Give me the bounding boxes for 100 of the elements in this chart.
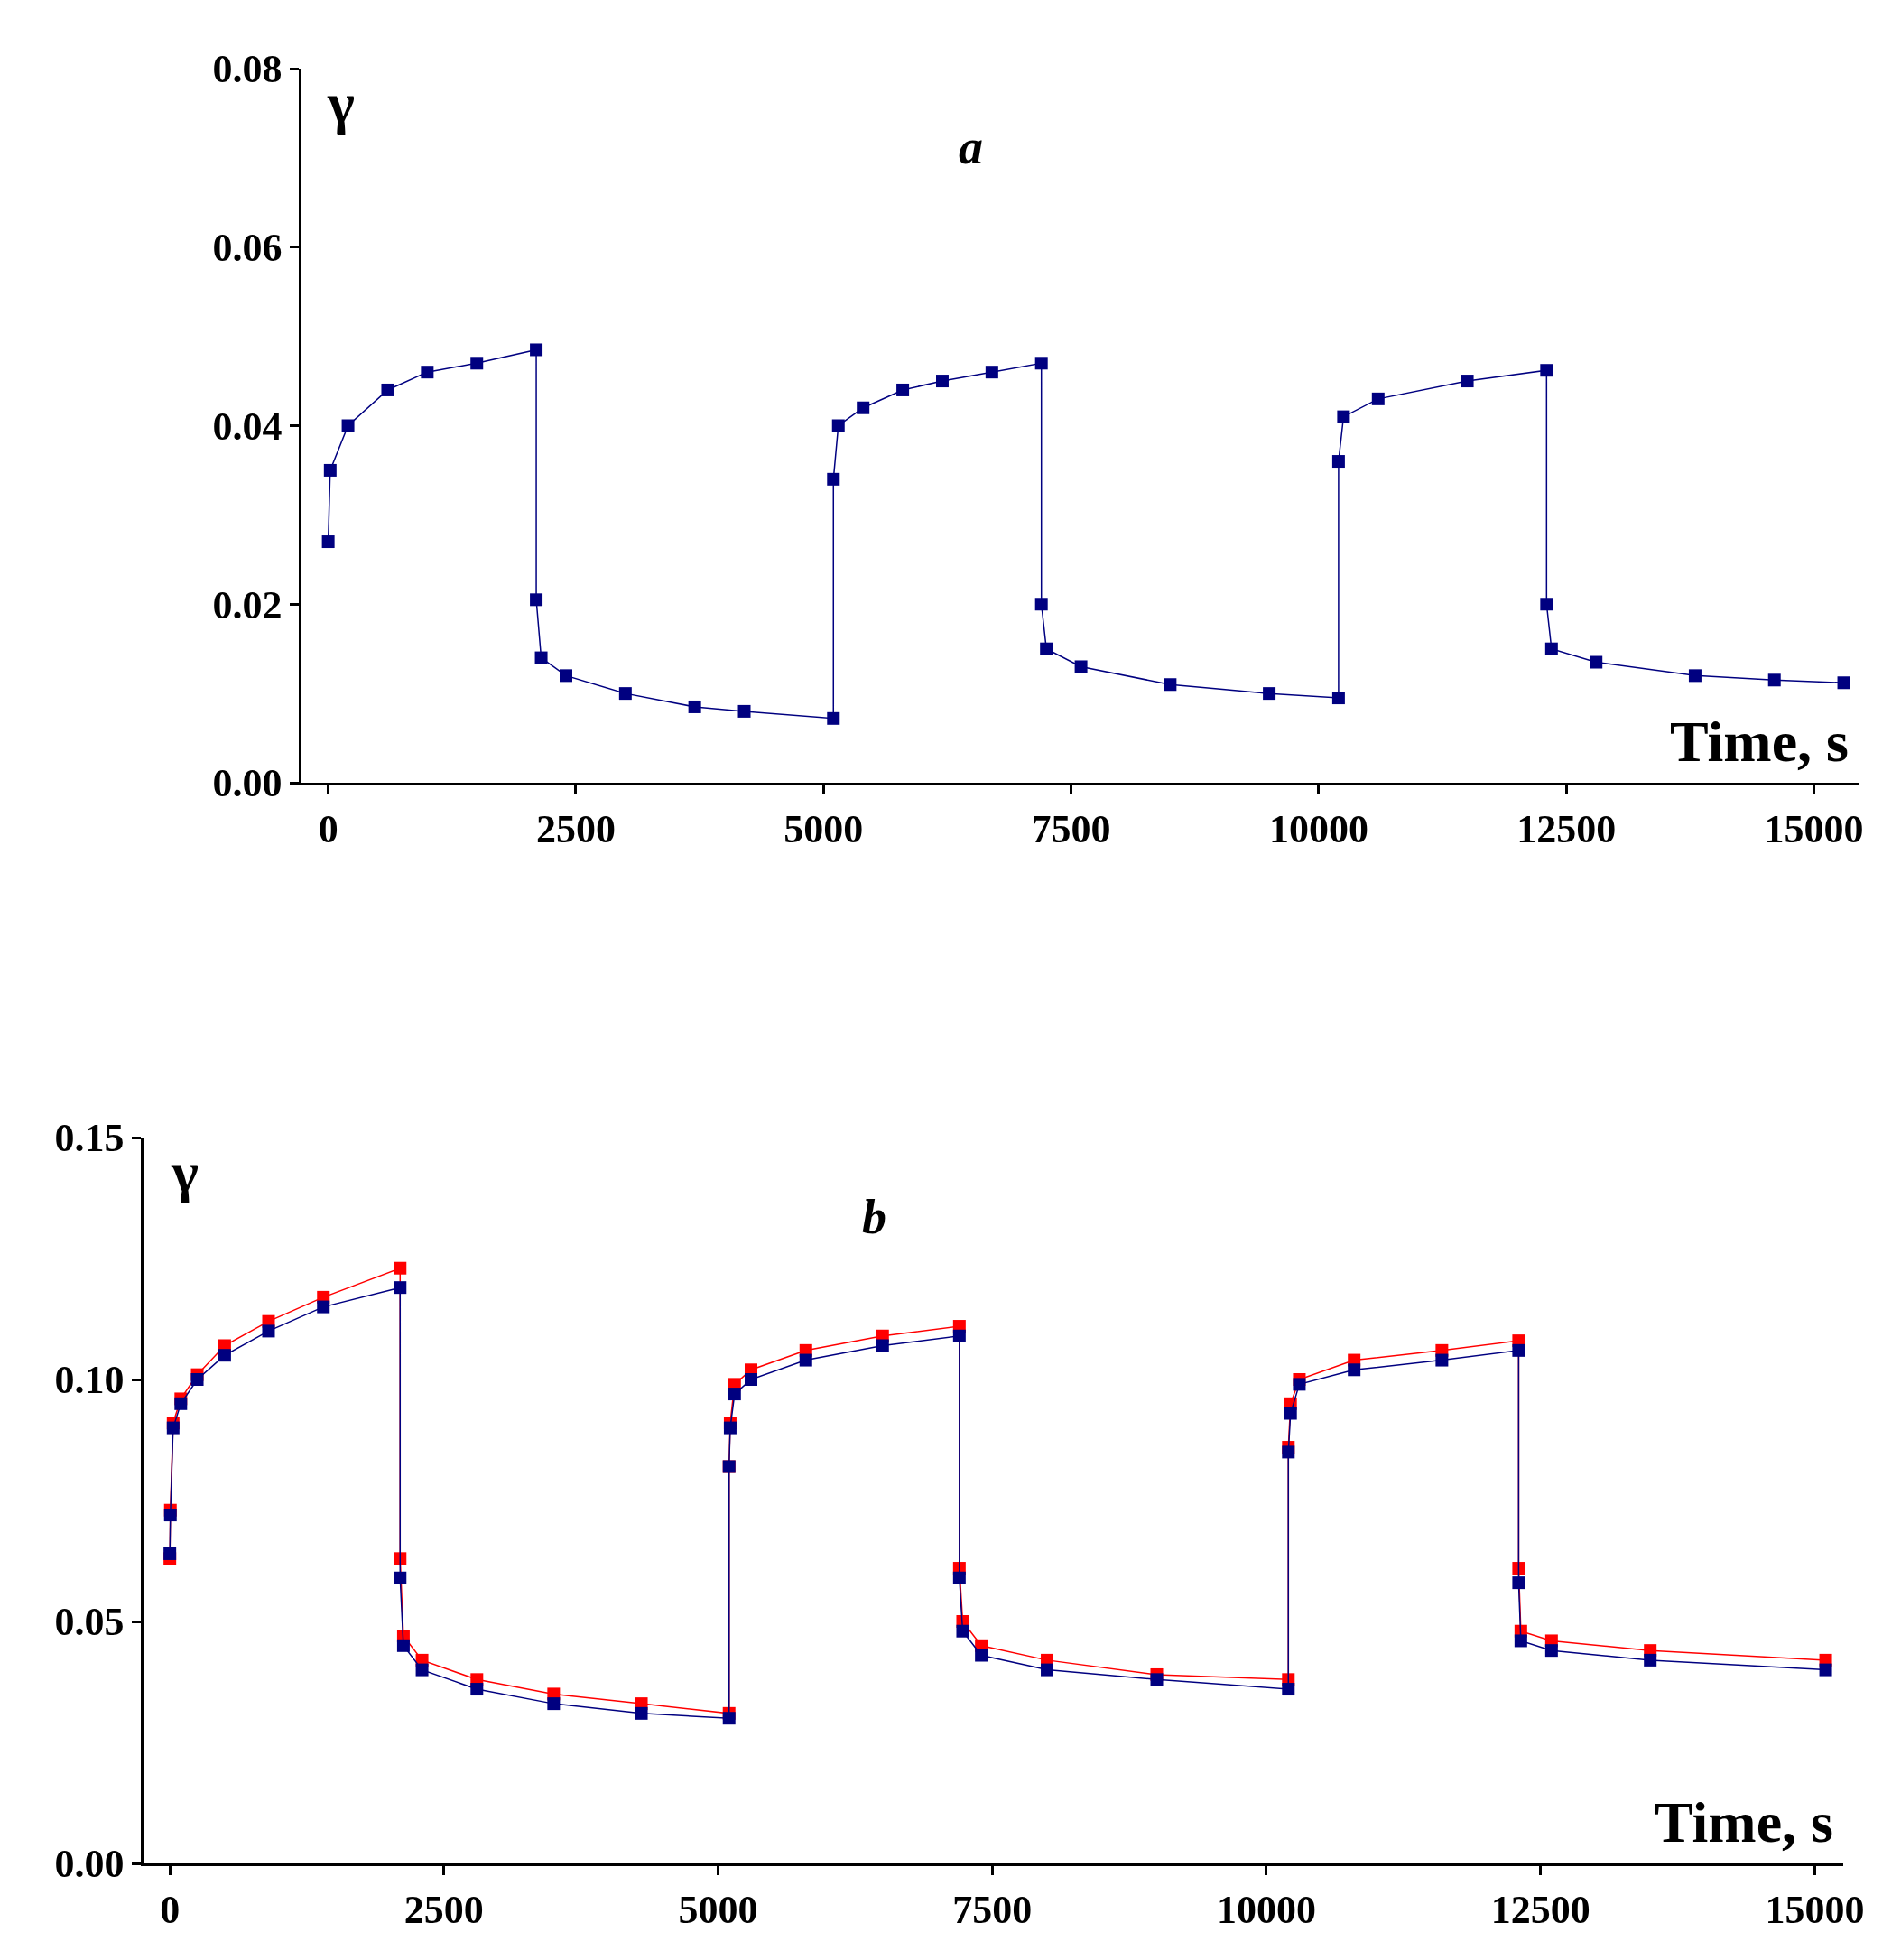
- point: [530, 343, 543, 357]
- x-tick-label: 12500: [1490, 1887, 1590, 1932]
- point: [381, 383, 394, 396]
- point: [547, 1697, 561, 1711]
- point: [534, 651, 548, 664]
- point: [1688, 669, 1702, 683]
- text: b: [862, 1190, 886, 1244]
- x-tick-label: 2500: [535, 806, 616, 851]
- point: [975, 1649, 988, 1662]
- y-tick-label: 0.05: [54, 1600, 125, 1645]
- point: [323, 463, 337, 477]
- point: [317, 1300, 330, 1314]
- point: [1767, 673, 1781, 687]
- point: [831, 419, 845, 432]
- x-tick-label: 12500: [1516, 806, 1617, 851]
- point: [728, 1388, 741, 1401]
- point: [1461, 375, 1474, 388]
- point: [1074, 660, 1088, 673]
- point: [1331, 455, 1345, 469]
- point: [394, 1261, 407, 1275]
- point: [1034, 598, 1048, 611]
- point: [163, 1509, 177, 1522]
- point: [1282, 1445, 1295, 1459]
- point: [876, 1339, 889, 1352]
- y-tick-label: 0.06: [212, 226, 283, 271]
- point: [1435, 1353, 1449, 1367]
- point: [321, 535, 335, 549]
- point: [163, 1547, 177, 1560]
- point: [827, 472, 840, 486]
- point: [1512, 1562, 1525, 1575]
- point: [618, 687, 632, 701]
- x-tick-label: 2500: [403, 1887, 484, 1932]
- point: [1819, 1663, 1832, 1677]
- point: [896, 383, 910, 396]
- point: [470, 357, 484, 370]
- point: [737, 704, 751, 718]
- point: [341, 419, 355, 432]
- point: [1041, 1663, 1054, 1677]
- point: [415, 1663, 429, 1677]
- point: [1540, 598, 1553, 611]
- point: [1284, 1407, 1297, 1420]
- point: [470, 1683, 484, 1696]
- x-tick-label: 0: [160, 1887, 181, 1932]
- point: [396, 1639, 410, 1652]
- point: [1263, 687, 1276, 701]
- point: [394, 1571, 407, 1584]
- point: [857, 401, 870, 414]
- point: [723, 1421, 737, 1435]
- point: [1293, 1378, 1306, 1391]
- x-tick-label: 10000: [1216, 1887, 1316, 1932]
- point: [635, 1706, 648, 1720]
- y-tick-label: 0.10: [54, 1358, 125, 1403]
- x-tick-label: 0: [318, 806, 338, 851]
- point: [1512, 1343, 1525, 1357]
- point: [1837, 676, 1850, 690]
- point: [1337, 410, 1350, 423]
- point: [1544, 642, 1558, 655]
- x-axis-title: Time, s: [1670, 710, 1849, 774]
- point: [956, 1624, 969, 1638]
- point: [952, 1329, 966, 1342]
- point: [1040, 642, 1053, 655]
- y-tick-label: 0.00: [212, 761, 283, 806]
- point: [935, 375, 949, 388]
- point: [421, 366, 434, 379]
- y-tick-label: 0.00: [54, 1842, 125, 1887]
- point: [1348, 1363, 1361, 1377]
- y-tick-label: 0.04: [212, 404, 283, 449]
- y-axis-title: γ: [327, 70, 355, 135]
- point: [1371, 392, 1385, 405]
- x-tick-label: 15000: [1764, 806, 1864, 851]
- point: [827, 711, 840, 725]
- point: [1282, 1683, 1295, 1696]
- x-tick-label: 5000: [678, 1887, 758, 1932]
- y-axis-title: γ: [171, 1139, 199, 1203]
- point: [559, 669, 572, 683]
- point: [1544, 1644, 1558, 1658]
- x-tick-label: 5000: [784, 806, 864, 851]
- point: [745, 1373, 758, 1386]
- point: [174, 1397, 188, 1410]
- point: [1590, 655, 1603, 669]
- y-tick-label: 0.02: [212, 582, 283, 627]
- point: [1150, 1673, 1164, 1686]
- point: [1034, 357, 1048, 370]
- point: [1644, 1653, 1657, 1667]
- point: [722, 1712, 736, 1725]
- point: [985, 366, 998, 379]
- point: [1514, 1634, 1527, 1648]
- point: [530, 593, 543, 607]
- point: [1164, 678, 1177, 692]
- y-tick-label: 0.08: [212, 47, 283, 92]
- x-tick-label: 7500: [1031, 806, 1111, 851]
- point: [262, 1324, 275, 1338]
- point: [218, 1349, 231, 1362]
- point: [394, 1552, 407, 1565]
- text: a: [959, 120, 983, 174]
- point: [1331, 692, 1345, 705]
- y-tick-label: 0.15: [54, 1116, 125, 1161]
- point: [166, 1421, 180, 1435]
- point: [688, 700, 701, 713]
- point: [1512, 1576, 1525, 1590]
